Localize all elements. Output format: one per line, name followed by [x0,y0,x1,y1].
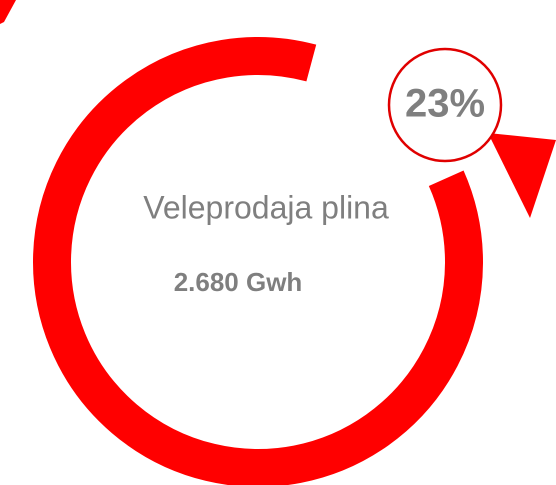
badge-label: 23% [405,82,485,126]
title: Veleprodaja plina [143,189,389,225]
amount: 2.680 Gwh [174,267,303,297]
ring [33,37,483,485]
arrow-head [488,133,556,218]
corner-fragment [0,0,16,24]
badge-circle [387,47,503,163]
